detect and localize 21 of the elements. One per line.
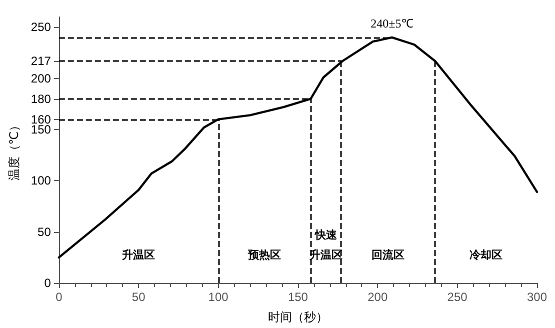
y-tick-label: 0 [44, 276, 52, 290]
annotation: 升温区 [121, 248, 156, 262]
y-tick-label: 50 [38, 224, 52, 239]
x-tick-label: 250 [447, 290, 468, 304]
annotation: 240±5℃ [370, 16, 414, 30]
y-tick-label: 200 [30, 71, 52, 86]
annotation: 冷却区 [470, 248, 503, 262]
x-tick-label: 150 [288, 290, 308, 304]
y-tick-label: 180 [30, 92, 52, 106]
x-tick-label: 200 [368, 290, 388, 304]
annotation: 预热区 [246, 248, 281, 262]
x-tick-label: 50 [132, 290, 146, 304]
x-tick-label: 100 [208, 290, 229, 304]
y-tick-label: 250 [30, 20, 52, 34]
x-tick-label: 0 [56, 290, 63, 304]
y-tick-label: 100 [30, 174, 52, 188]
y-tick-label: 217 [30, 54, 52, 68]
y-axis-title: 温度（℃） [7, 119, 21, 181]
x-axis-title: 时间（秒） [268, 310, 328, 324]
annotation: 回流区 [372, 248, 404, 262]
x-tick-label: 300 [526, 290, 548, 304]
